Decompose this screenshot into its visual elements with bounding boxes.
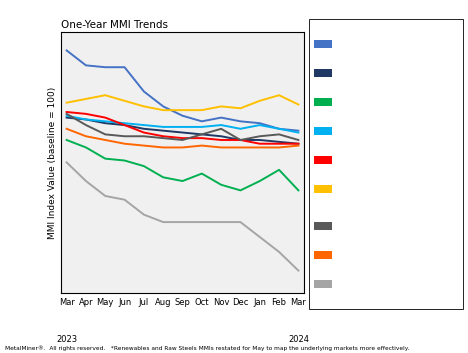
Text: Global Precious
Metals: Global Precious Metals <box>336 179 406 198</box>
Text: Raw Steels*: Raw Steels* <box>336 221 390 231</box>
Text: One-Year MMI Trends: One-Year MMI Trends <box>61 20 168 30</box>
Text: 2023: 2023 <box>56 335 77 344</box>
Text: Renewables*: Renewables* <box>336 97 395 107</box>
Text: Aluminum: Aluminum <box>336 126 382 136</box>
Text: Stainless Steel: Stainless Steel <box>336 40 403 49</box>
Text: 2024: 2024 <box>288 335 309 344</box>
Text: Automotive: Automotive <box>336 68 388 78</box>
Text: Rare Earths: Rare Earths <box>336 279 388 288</box>
Text: MetalMiner®.  All rights reserved.   *Renewables and Raw Steels MMIs restated fo: MetalMiner®. All rights reserved. *Renew… <box>5 346 409 351</box>
Text: Construction: Construction <box>336 155 394 164</box>
Text: Copper: Copper <box>336 250 369 259</box>
Text: Key: Key <box>323 25 342 35</box>
Y-axis label: MMI Index Value (baseline = 100): MMI Index Value (baseline = 100) <box>48 86 57 239</box>
